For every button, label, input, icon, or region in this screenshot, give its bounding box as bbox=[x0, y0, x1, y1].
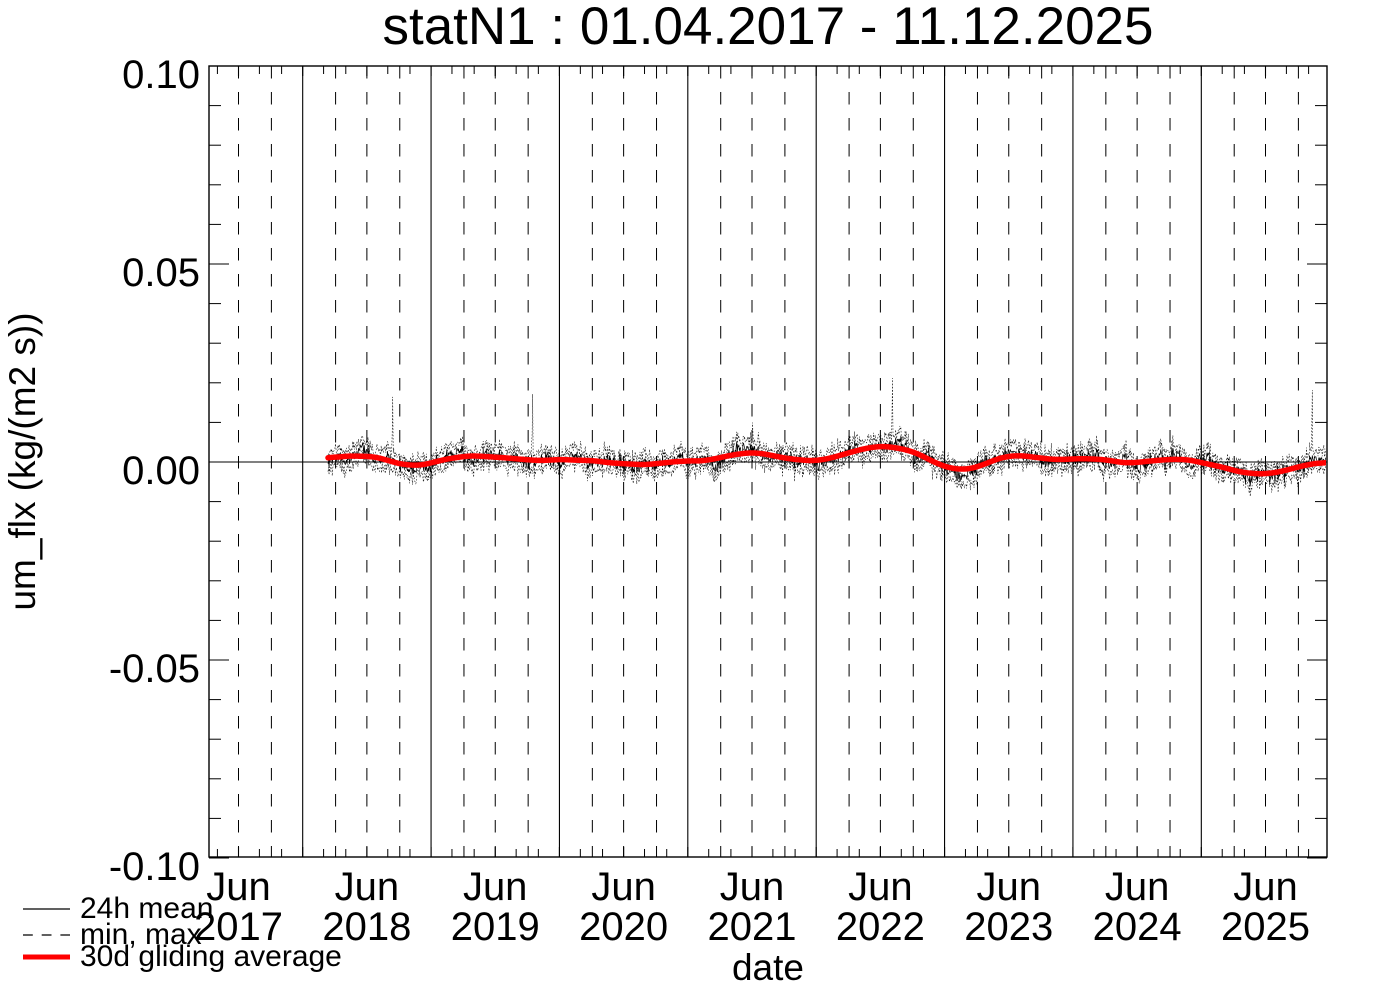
svg-text:Jun: Jun bbox=[463, 865, 528, 909]
svg-text:2021: 2021 bbox=[708, 905, 797, 949]
svg-text:2020: 2020 bbox=[579, 905, 668, 949]
svg-text:Jun: Jun bbox=[591, 865, 656, 909]
svg-text:um_flx (kg/(m2 s)): um_flx (kg/(m2 s)) bbox=[2, 312, 43, 610]
svg-text:Jun: Jun bbox=[848, 865, 913, 909]
svg-text:-0.05: -0.05 bbox=[109, 647, 200, 691]
svg-text:-0.10: -0.10 bbox=[109, 845, 200, 889]
svg-text:2022: 2022 bbox=[836, 905, 925, 949]
svg-text:2025: 2025 bbox=[1221, 905, 1310, 949]
svg-text:0.00: 0.00 bbox=[122, 449, 200, 493]
svg-text:2024: 2024 bbox=[1093, 905, 1182, 949]
svg-text:2023: 2023 bbox=[964, 905, 1053, 949]
svg-text:Jun: Jun bbox=[1105, 865, 1170, 909]
svg-text:Jun: Jun bbox=[1233, 865, 1298, 909]
svg-text:0.05: 0.05 bbox=[122, 251, 200, 295]
svg-text:Jun: Jun bbox=[977, 865, 1042, 909]
svg-text:Jun: Jun bbox=[720, 865, 785, 909]
svg-text:Jun: Jun bbox=[206, 865, 271, 909]
svg-text:0.10: 0.10 bbox=[122, 53, 200, 97]
svg-text:date: date bbox=[732, 947, 804, 988]
svg-text:2019: 2019 bbox=[451, 905, 540, 949]
svg-text:30d gliding average: 30d gliding average bbox=[80, 940, 342, 973]
svg-text:statN1 : 01.04.2017 - 11.12.20: statN1 : 01.04.2017 - 11.12.2025 bbox=[382, 0, 1153, 56]
svg-text:Jun: Jun bbox=[335, 865, 400, 909]
